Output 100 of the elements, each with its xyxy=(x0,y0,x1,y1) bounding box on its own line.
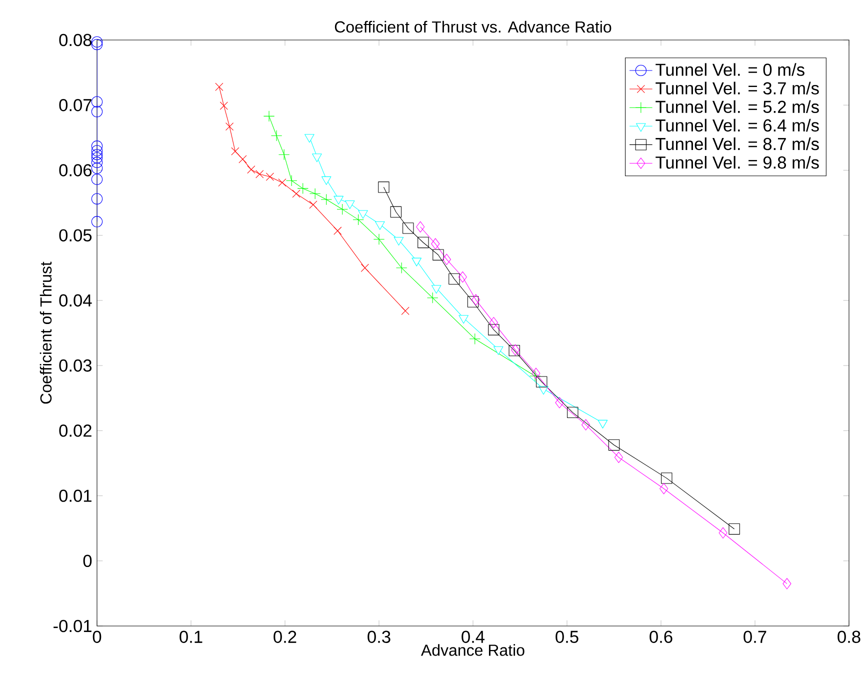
point xyxy=(426,292,438,304)
x-tick-label: 0.4 xyxy=(462,630,485,643)
point xyxy=(220,102,228,110)
point xyxy=(728,523,740,535)
point xyxy=(304,134,314,143)
point xyxy=(598,420,608,428)
point xyxy=(334,196,344,204)
point xyxy=(469,333,480,344)
point xyxy=(529,370,541,382)
point xyxy=(488,324,500,336)
point xyxy=(373,234,385,245)
y-tick-label: -0.01 xyxy=(54,620,92,632)
point xyxy=(286,175,298,186)
point xyxy=(394,236,404,246)
point xyxy=(493,346,504,355)
point xyxy=(309,200,318,209)
point xyxy=(266,172,274,181)
point xyxy=(567,406,578,418)
point xyxy=(352,214,364,226)
point xyxy=(660,483,668,494)
x-tick-label: 0.6 xyxy=(650,630,672,643)
point xyxy=(418,236,429,248)
point xyxy=(396,262,408,274)
legend-label: Tunnel Vel. = 5.2 m/s xyxy=(656,100,819,114)
point xyxy=(320,194,332,206)
point xyxy=(431,285,442,294)
point xyxy=(91,162,103,174)
legend-label: Tunnel Vel. = 3.7 m/s xyxy=(656,82,819,94)
point xyxy=(401,306,410,315)
y-tick-label: 0.01 xyxy=(59,490,92,502)
point xyxy=(336,204,348,215)
point xyxy=(467,296,479,308)
point xyxy=(91,216,103,228)
point xyxy=(416,221,425,232)
point xyxy=(278,178,286,187)
point xyxy=(458,271,467,283)
point xyxy=(344,200,355,210)
x-axis-title: Advance Ratio xyxy=(420,644,524,656)
y-tick-label: 0.08 xyxy=(59,34,92,46)
point xyxy=(226,122,234,131)
point xyxy=(412,258,422,266)
y-axis-title: Coefficient of Thrust xyxy=(40,262,52,404)
legend-label: Tunnel Vel. = 9.8 m/s xyxy=(656,156,819,169)
legend-label: Tunnel Vel. = 0 m/s xyxy=(656,63,804,76)
y-tick-label: 0.03 xyxy=(59,359,92,372)
legend-label: Tunnel Vel. = 8.7 m/s xyxy=(656,137,819,150)
y-tick-label: 0.02 xyxy=(59,424,92,437)
point xyxy=(614,452,623,463)
point xyxy=(263,110,275,122)
y-tick-label: 0.05 xyxy=(59,229,92,242)
point xyxy=(358,210,368,219)
point xyxy=(312,154,322,162)
point xyxy=(91,36,103,48)
x-tick-label: 0 xyxy=(92,630,102,643)
point xyxy=(91,145,103,156)
point xyxy=(442,254,451,266)
point xyxy=(555,397,564,408)
point xyxy=(91,106,103,118)
point xyxy=(91,96,103,108)
point xyxy=(608,439,620,451)
point xyxy=(91,174,103,185)
point xyxy=(297,182,308,194)
legend-label: Tunnel Vel. = 6.4 m/s xyxy=(656,118,819,132)
point xyxy=(231,147,240,156)
point xyxy=(661,472,672,484)
point xyxy=(431,238,440,250)
point xyxy=(334,226,342,235)
point xyxy=(91,152,103,164)
point xyxy=(91,156,103,168)
point xyxy=(782,578,792,590)
point xyxy=(378,182,390,193)
point xyxy=(718,527,728,538)
point xyxy=(309,188,321,200)
point xyxy=(256,170,264,178)
point xyxy=(511,344,520,356)
point xyxy=(292,190,300,198)
point xyxy=(582,419,590,430)
point xyxy=(91,38,103,50)
x-tick-label: 0.5 xyxy=(556,630,578,643)
y-tick-label: 0.04 xyxy=(59,294,92,307)
y-tick-label: 0 xyxy=(83,554,92,568)
point xyxy=(238,155,247,164)
y-tick-label: 0.06 xyxy=(59,164,92,176)
point xyxy=(247,166,256,174)
point xyxy=(390,206,402,218)
x-tick-label: 0.1 xyxy=(180,630,202,643)
x-tick-label: 0.7 xyxy=(744,630,766,643)
point xyxy=(472,294,480,306)
x-tick-label: 0.3 xyxy=(368,630,390,643)
point xyxy=(432,249,444,260)
point xyxy=(458,315,468,324)
y-tick-label: 0.07 xyxy=(59,98,92,112)
point xyxy=(532,368,540,379)
x-tick-label: 0.2 xyxy=(274,630,296,643)
point xyxy=(91,148,103,160)
point xyxy=(321,176,332,185)
chart-title: Coefficient of Thrust vs. Advance Ratio xyxy=(334,20,612,33)
point xyxy=(448,273,460,285)
point xyxy=(508,344,520,356)
point xyxy=(489,316,498,328)
